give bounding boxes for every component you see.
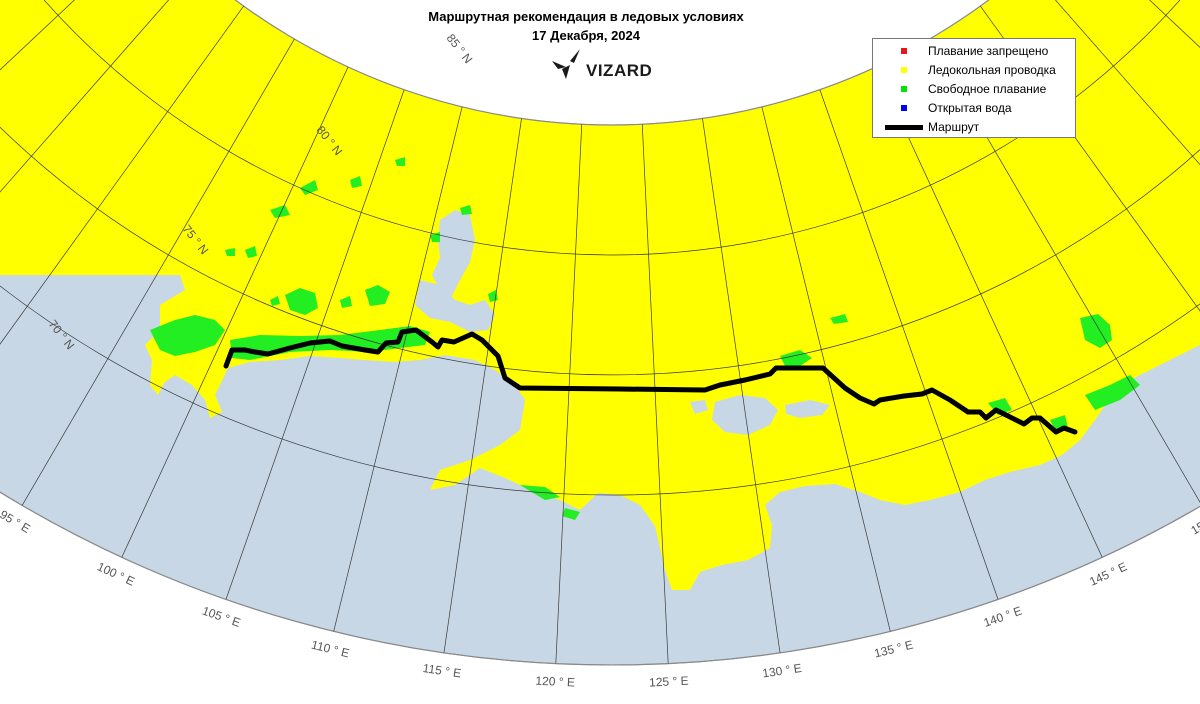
meridian-line xyxy=(443,118,522,653)
bay-land xyxy=(98,330,140,380)
meridian-line xyxy=(21,38,295,506)
vizard-logo: VIZARD xyxy=(548,47,668,83)
meridian-line xyxy=(555,124,583,664)
swatch-forbidden xyxy=(901,48,907,54)
longitude-label: 135 ° E xyxy=(873,638,915,661)
free-navigation-patches xyxy=(150,157,1140,520)
graticule xyxy=(0,0,1200,664)
longitude-label: 105 ° E xyxy=(200,604,242,630)
legend-label: Ледокольная проводка xyxy=(928,63,1056,77)
longitude-label: 100 ° E xyxy=(95,559,137,588)
longitude-label: 130 ° E xyxy=(761,661,802,681)
longitude-label: 120 ° E xyxy=(535,674,575,690)
meridian-line xyxy=(0,0,197,375)
vizard-arrows-icon xyxy=(552,49,580,79)
meridian-line xyxy=(333,106,463,632)
meridian-line xyxy=(702,118,781,653)
island-land xyxy=(785,400,830,418)
legend-item-open-water: Открытая вода xyxy=(873,99,1073,117)
longitude-label: 140 ° E xyxy=(982,604,1024,630)
island-land xyxy=(690,400,708,414)
legend-item-icebreaker: Ледокольная проводка xyxy=(873,61,1073,79)
legend-label: Плавание запрещено xyxy=(928,44,1049,58)
longitude-label: 110 ° E xyxy=(310,638,351,661)
longitude-label: 95 ° E xyxy=(0,507,33,536)
route-swatch xyxy=(885,125,923,130)
swatch-free xyxy=(901,86,907,92)
meridian-line xyxy=(1027,0,1200,375)
map-date: 17 Декабря, 2024 xyxy=(532,28,640,43)
meridian-line xyxy=(875,66,1103,558)
logo-text: VIZARD xyxy=(586,61,653,80)
meridian-line xyxy=(641,124,669,664)
route-line xyxy=(223,327,1078,435)
parallel-line xyxy=(0,0,1200,376)
meridian-line xyxy=(121,66,349,558)
legend: Плавание запрещено Ледокольная проводка … xyxy=(872,38,1076,138)
meridian-line xyxy=(0,5,244,445)
legend-label: Маршрут xyxy=(928,120,980,134)
swatch-icebreaker xyxy=(901,67,907,73)
island-land xyxy=(415,280,495,332)
ice-area xyxy=(0,0,1200,590)
legend-item-free: Свободное плавание xyxy=(873,80,1073,98)
longitude-label: 145 ° E xyxy=(1087,559,1129,588)
legend-label: Свободное плавание xyxy=(928,82,1047,96)
longitude-label: 125 ° E xyxy=(649,674,689,690)
longitude-label: 115 ° E xyxy=(422,661,462,680)
parallel-line xyxy=(0,0,1200,256)
parallel-line xyxy=(0,27,1200,496)
island-land xyxy=(712,395,778,435)
map-title: Маршрутная рекомендация в ледовых услови… xyxy=(428,9,744,24)
map-frame xyxy=(0,0,1200,666)
longitude-label: 150 ° E xyxy=(1188,506,1200,538)
legend-label: Открытая вода xyxy=(928,101,1012,115)
legend-item-forbidden: Плавание запрещено xyxy=(873,42,1073,60)
island-land xyxy=(432,210,475,300)
legend-item-route: Маршрут xyxy=(873,118,1073,136)
swatch-open-water xyxy=(901,105,907,111)
meridian-line xyxy=(819,89,999,600)
